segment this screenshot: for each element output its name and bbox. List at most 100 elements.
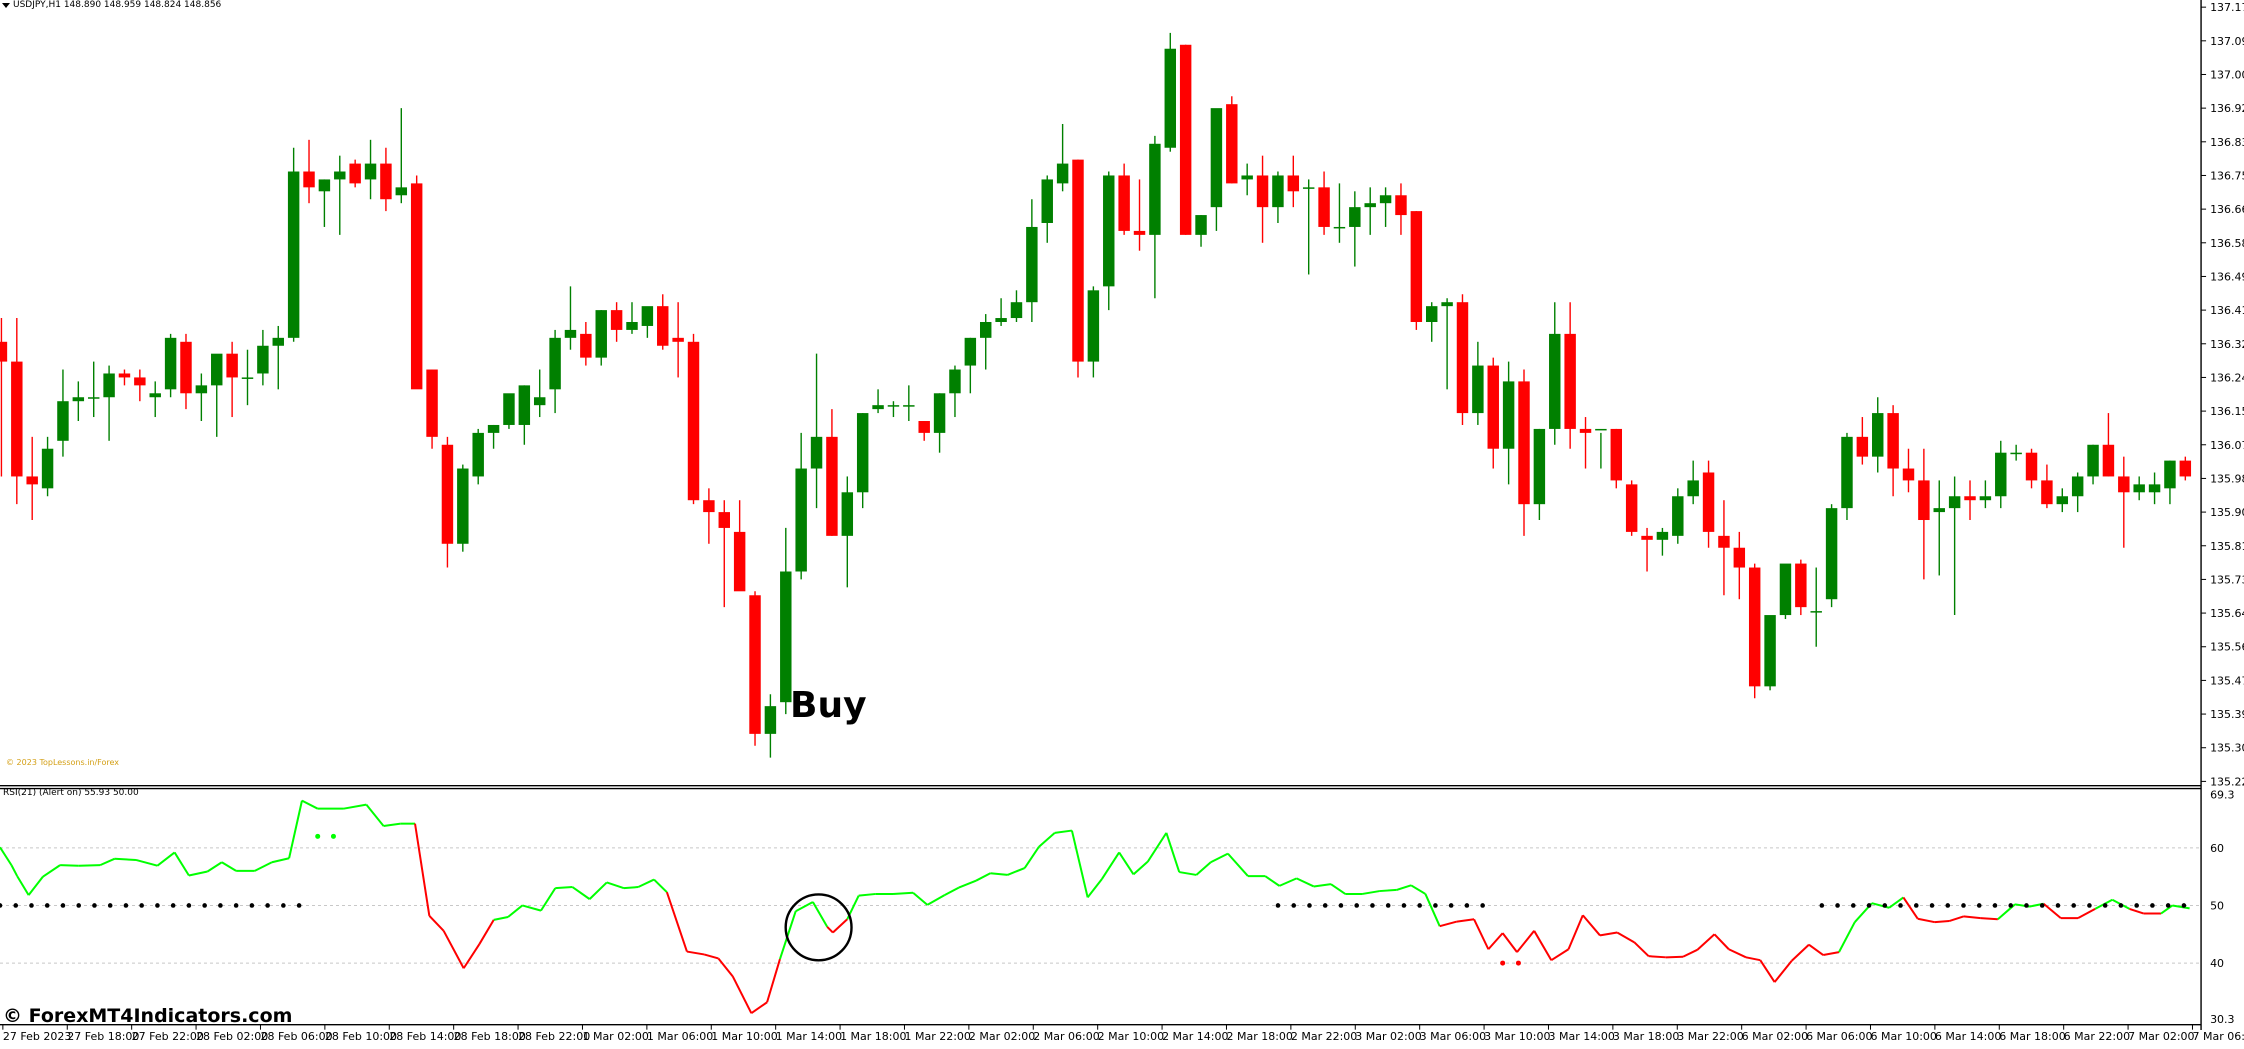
rsi-segment bbox=[812, 901, 829, 928]
candle bbox=[2164, 460, 2176, 505]
candle-body bbox=[687, 341, 700, 501]
rsi-segment bbox=[442, 930, 465, 969]
candle bbox=[995, 298, 1007, 326]
rsi-segment bbox=[717, 957, 734, 977]
candle-body bbox=[26, 476, 38, 485]
candle-body bbox=[1810, 611, 1822, 613]
candle bbox=[1502, 361, 1515, 485]
rsi-signal-dot bbox=[155, 903, 160, 908]
candle bbox=[1410, 211, 1423, 330]
candle bbox=[1195, 215, 1207, 247]
candle-body bbox=[1041, 179, 1053, 223]
price-tick-label: 136.580 bbox=[2210, 237, 2244, 250]
header-collapse-icon[interactable] bbox=[2, 3, 10, 8]
rsi-signal-dot bbox=[1945, 903, 1951, 908]
rsi-segment bbox=[1101, 851, 1120, 880]
candle bbox=[57, 369, 69, 457]
candle-body bbox=[764, 706, 777, 734]
rsi-segment bbox=[1296, 877, 1315, 888]
time-tick-label: 28 Feb 10:00 bbox=[325, 1030, 397, 1043]
rsi-signal-dot bbox=[1354, 903, 1360, 908]
rsi-segment bbox=[135, 858, 158, 867]
candle bbox=[826, 409, 838, 536]
candle bbox=[1856, 417, 1869, 465]
candle-body bbox=[1764, 615, 1776, 687]
price-tick-label: 136.835 bbox=[2210, 136, 2244, 149]
rsi-tick-label: 50 bbox=[2210, 899, 2224, 912]
time-tick-label: 28 Feb 14:00 bbox=[389, 1030, 461, 1043]
candle bbox=[1948, 476, 1961, 616]
candle bbox=[687, 333, 700, 505]
rsi-signal-dot bbox=[60, 903, 66, 908]
rsi-signal-dot bbox=[2071, 903, 2076, 908]
rsi-signal-dot bbox=[1417, 903, 1422, 908]
candle-body bbox=[2010, 452, 2022, 455]
rsi-signal-dot bbox=[1464, 903, 1470, 908]
time-tick-label: 28 Feb 22:00 bbox=[518, 1030, 590, 1043]
rsi-green-dot bbox=[330, 833, 336, 839]
rsi-signal-dot bbox=[281, 903, 286, 908]
time-tick-label: 6 Mar 10:00 bbox=[1870, 1030, 1936, 1043]
rsi-signal-dot bbox=[29, 903, 34, 908]
candle-body bbox=[2041, 480, 2053, 505]
candle-body bbox=[441, 444, 454, 544]
rsi-signal-dot bbox=[2102, 903, 2108, 908]
candle-body bbox=[887, 405, 900, 407]
candle-body bbox=[1395, 195, 1407, 216]
candle bbox=[2133, 476, 2145, 501]
rsi-segment bbox=[926, 894, 946, 906]
candle-body bbox=[1995, 452, 2007, 497]
candle bbox=[241, 349, 254, 406]
price-tick-label: 135.475 bbox=[2210, 674, 2244, 687]
rsi-signal-dot bbox=[1835, 903, 1840, 908]
candle-body bbox=[1456, 302, 1469, 414]
symbol-header: USDJPY,H1 148.890 148.959 148.824 148.85… bbox=[13, 0, 222, 10]
candle-body bbox=[1333, 226, 1346, 229]
time-tick-label: 3 Mar 06:00 bbox=[1420, 1030, 1486, 1043]
rsi-segment bbox=[288, 800, 303, 859]
candle-body bbox=[1887, 413, 1899, 469]
time-tick-label: 6 Mar 02:00 bbox=[1742, 1030, 1808, 1043]
rsi-signal-dot bbox=[2165, 903, 2171, 908]
rsi-segment bbox=[2043, 902, 2062, 919]
candle-body bbox=[1702, 472, 1715, 532]
candle bbox=[1533, 428, 1546, 521]
price-tick-label: 135.220 bbox=[2210, 775, 2244, 788]
rsi-segment bbox=[1473, 918, 1490, 950]
rsi-signal-dot bbox=[2055, 903, 2061, 908]
rsi-segment bbox=[912, 892, 929, 906]
rsi-segment bbox=[493, 916, 509, 921]
rsi-segment bbox=[414, 823, 431, 916]
candle-body bbox=[103, 373, 115, 398]
candle bbox=[1087, 286, 1100, 378]
candle-body bbox=[1287, 175, 1300, 192]
candle-body bbox=[303, 171, 315, 188]
rsi-signal-dot bbox=[1976, 903, 1982, 908]
candle-body bbox=[57, 401, 69, 441]
rsi-signal-dot bbox=[123, 903, 129, 908]
candle bbox=[595, 310, 607, 366]
rsi-segment bbox=[1902, 896, 1919, 920]
time-tick-label: 6 Mar 22:00 bbox=[2064, 1030, 2130, 1043]
candle-body bbox=[1133, 230, 1146, 235]
buy-annotation: Buy bbox=[790, 685, 867, 726]
candle bbox=[549, 329, 561, 414]
candle-body bbox=[380, 163, 392, 200]
rsi-segment bbox=[1696, 933, 1716, 951]
candle-body bbox=[195, 385, 208, 394]
candle bbox=[1841, 432, 1853, 521]
candle bbox=[257, 329, 269, 386]
rsi-segment bbox=[1501, 932, 1518, 953]
rsi-segment bbox=[795, 901, 814, 913]
rsi-tick-label: 69.3 bbox=[2210, 788, 2235, 801]
candle bbox=[810, 353, 823, 509]
candle-body bbox=[2071, 476, 2084, 497]
candle-body bbox=[1164, 48, 1176, 148]
candle bbox=[472, 428, 484, 485]
candle-body bbox=[826, 436, 838, 536]
candle-body bbox=[1902, 468, 1915, 481]
candle bbox=[2056, 488, 2069, 513]
time-tick-label: 2 Mar 22:00 bbox=[1291, 1030, 1357, 1043]
